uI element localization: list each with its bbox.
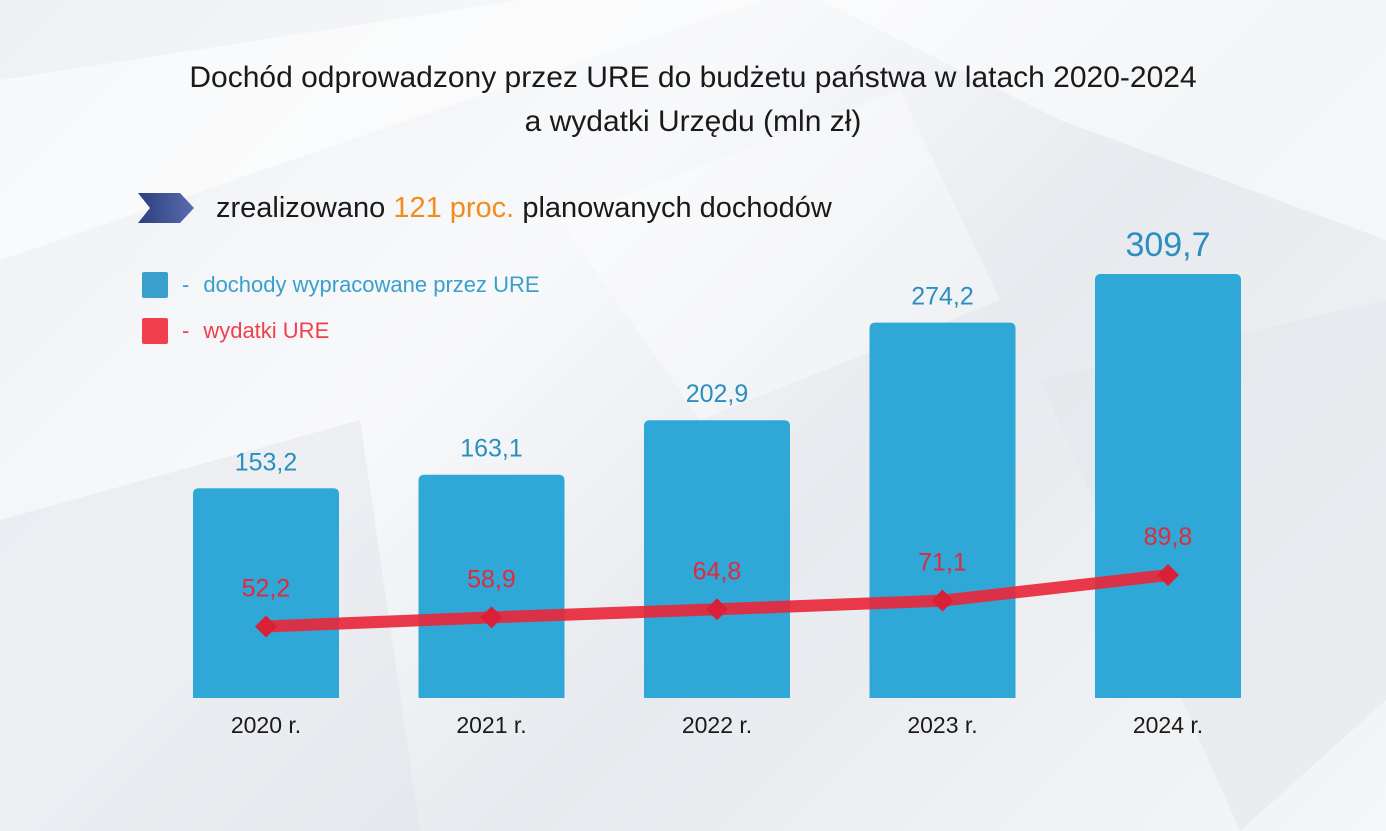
- legend: - dochody wypracowane przez URE - wydatk…: [142, 268, 540, 360]
- expense-point-3: [931, 589, 954, 612]
- expense-value-label-3: 71,1: [918, 549, 967, 577]
- headline: zrealizowano 121 proc. planowanych docho…: [138, 186, 832, 230]
- chevron-arrow-icon: [138, 193, 194, 223]
- bar-3: [869, 322, 1016, 698]
- x-tick-label-1: 2021 r.: [456, 712, 526, 738]
- bar-value-label-3: 274,2: [911, 283, 974, 311]
- expense-value-label-2: 64,8: [693, 557, 742, 585]
- legend-label-income: dochody wypracowane przez URE: [203, 272, 540, 297]
- legend-dash-income: -: [182, 272, 190, 297]
- headline-prefix: zrealizowano: [216, 191, 386, 224]
- expense-value-label-1: 58,9: [467, 565, 516, 593]
- bar-value-label-2: 202,9: [686, 380, 749, 408]
- headline-suffix: planowanych dochodów: [522, 191, 832, 224]
- headline-highlight: 121 proc.: [393, 191, 515, 224]
- legend-item-expenses: - wydatki URE: [142, 314, 540, 348]
- expense-point-1: [480, 606, 503, 629]
- legend-swatch-expenses: [142, 318, 168, 344]
- x-tick-label-3: 2023 r.: [907, 712, 977, 738]
- expense-value-label-0: 52,2: [242, 575, 291, 603]
- bar-value-label-0: 153,2: [235, 448, 298, 476]
- expense-point-2: [706, 598, 728, 621]
- headline-text: zrealizowano 121 proc. planowanych docho…: [216, 192, 832, 225]
- expense-point-0: [255, 615, 277, 638]
- x-tick-label-2: 2022 r.: [682, 712, 752, 738]
- bar-1: [418, 474, 565, 698]
- x-tick-label-0: 2020 r.: [231, 712, 301, 738]
- legend-item-income: - dochody wypracowane przez URE: [142, 268, 540, 302]
- bar-value-label-4: 309,7: [1125, 226, 1210, 264]
- legend-swatch-income: [142, 272, 168, 298]
- chart-title-line-2: a wydatki Urzędu (mln zł): [524, 105, 862, 138]
- bar-0: [193, 488, 339, 698]
- expense-point-4: [1157, 564, 1179, 587]
- bar-4: [1095, 274, 1241, 698]
- legend-label-expenses: wydatki URE: [203, 318, 330, 343]
- bar-value-label-1: 163,1: [460, 435, 523, 463]
- legend-dash-expenses: -: [182, 318, 190, 343]
- chart-title: Dochód odprowadzony przez URE do budżetu…: [0, 56, 1386, 144]
- expense-value-label-4: 89,8: [1144, 523, 1193, 551]
- bar-2: [644, 420, 790, 698]
- x-tick-label-4: 2024 r.: [1133, 712, 1203, 738]
- chart-title-line-1: Dochód odprowadzony przez URE do budżetu…: [189, 61, 1197, 94]
